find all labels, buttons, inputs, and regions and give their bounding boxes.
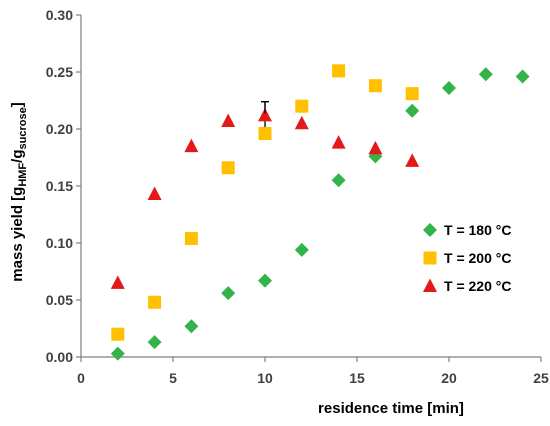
data-point: [295, 99, 309, 113]
data-point: [294, 115, 309, 130]
x-tick-label: 20: [441, 370, 457, 386]
data-point: [221, 113, 236, 128]
data-point: [258, 107, 272, 122]
y-axis-title-suffix: ]: [9, 102, 26, 107]
data-point: [405, 103, 420, 118]
data-point: [184, 138, 199, 153]
tick-labels: 0 5 10 15 20 25 0.00 0.05 0.10 0.15 0.20 0.25 0.30: [46, 7, 549, 386]
data-point: [110, 346, 125, 361]
data-points: [110, 64, 530, 361]
y-axis-title: mass yield [gHMF/gsucrose]: [9, 102, 29, 281]
data-point: [442, 80, 456, 95]
data-point: [368, 79, 382, 93]
y-tick-label: 0.25: [46, 64, 73, 80]
legend-label: T = 180 °C: [444, 222, 511, 238]
legend: T = 180 °C T = 200 °C T = 220 °C: [423, 222, 511, 294]
legend-label: T = 220 °C: [444, 278, 511, 294]
data-point: [478, 67, 493, 82]
data-point: [258, 273, 272, 288]
x-tick-label: 25: [533, 370, 549, 386]
y-tick-label: 0.30: [46, 7, 73, 23]
legend-label: T = 200 °C: [444, 250, 511, 266]
data-point: [147, 186, 162, 200]
data-point: [221, 161, 235, 175]
data-point: [368, 140, 383, 155]
data-point: [147, 335, 162, 350]
y-tick-label: 0.15: [46, 178, 73, 194]
legend-marker: [423, 251, 437, 265]
legend-marker: [423, 223, 437, 237]
series-square: [111, 64, 419, 341]
legend-item: T = 200 °C: [423, 250, 511, 266]
x-axis-title: residence time [min]: [318, 400, 464, 417]
y-tick-label: 0.05: [46, 292, 73, 308]
x-tick-label: 10: [257, 370, 273, 386]
data-point: [148, 295, 162, 309]
data-point: [332, 64, 346, 78]
data-point: [294, 242, 309, 257]
y-tick-label: 0.20: [46, 121, 73, 137]
data-point: [110, 275, 125, 289]
data-point: [111, 327, 125, 341]
y-tick-label: 0.10: [46, 235, 73, 251]
y-axis-title-prefix: mass yield [g: [9, 187, 26, 282]
legend-item: T = 180 °C: [423, 222, 511, 238]
data-point: [405, 153, 420, 167]
series-triangle: [110, 107, 420, 289]
x-tick-label: 0: [77, 370, 85, 386]
y-axis-title-sub2: sucrose: [17, 107, 29, 149]
y-tick-label: 0.00: [46, 349, 73, 365]
data-point: [515, 69, 530, 84]
x-tick-label: 5: [169, 370, 177, 386]
data-point: [331, 173, 346, 188]
series-diamond: [110, 67, 530, 361]
legend-marker: [423, 278, 437, 292]
error-bar-overlay: [261, 100, 269, 114]
data-point: [184, 319, 199, 334]
y-axis-title-sub1: HMF: [17, 163, 29, 187]
data-point: [258, 127, 272, 141]
x-tick-label: 15: [349, 370, 365, 386]
y-axis-title-mid: /g: [9, 149, 26, 162]
legend-item: T = 220 °C: [423, 278, 511, 294]
data-point: [331, 135, 346, 149]
data-point: [405, 87, 419, 101]
data-point: [184, 231, 198, 245]
data-point: [221, 286, 236, 301]
